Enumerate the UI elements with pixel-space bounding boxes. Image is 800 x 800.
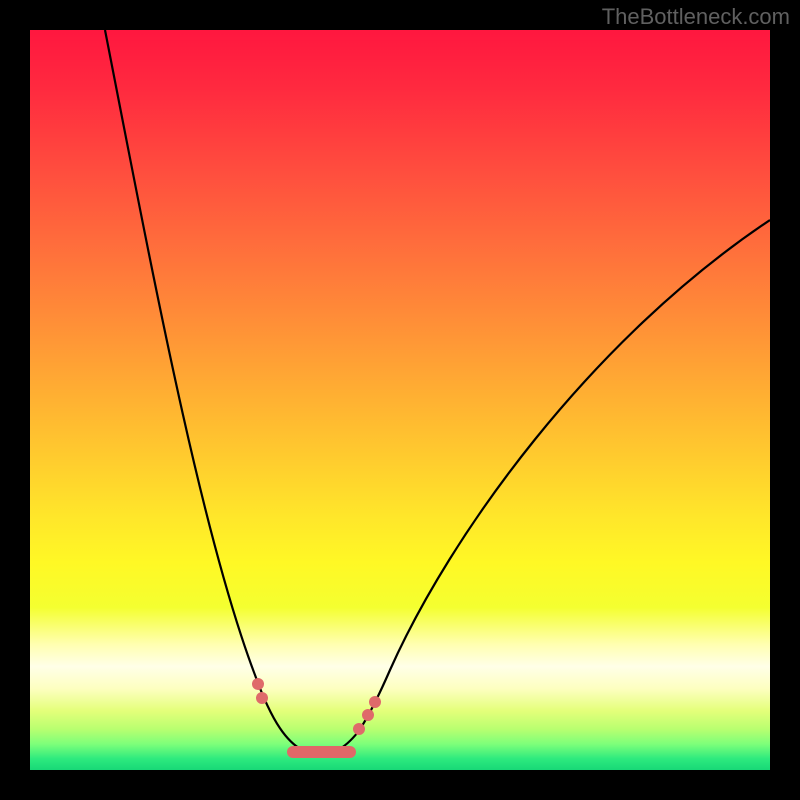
- markers-group: [252, 678, 381, 735]
- watermark-text: TheBottleneck.com: [602, 4, 790, 30]
- marker-dot: [353, 723, 365, 735]
- marker-dot: [362, 709, 374, 721]
- marker-dot: [252, 678, 264, 690]
- curve-layer: [30, 30, 770, 770]
- marker-dot: [256, 692, 268, 704]
- curve-right: [320, 220, 770, 754]
- plot-area: [30, 30, 770, 770]
- curve-left: [105, 30, 320, 754]
- marker-dot: [369, 696, 381, 708]
- chart-container: TheBottleneck.com: [0, 0, 800, 800]
